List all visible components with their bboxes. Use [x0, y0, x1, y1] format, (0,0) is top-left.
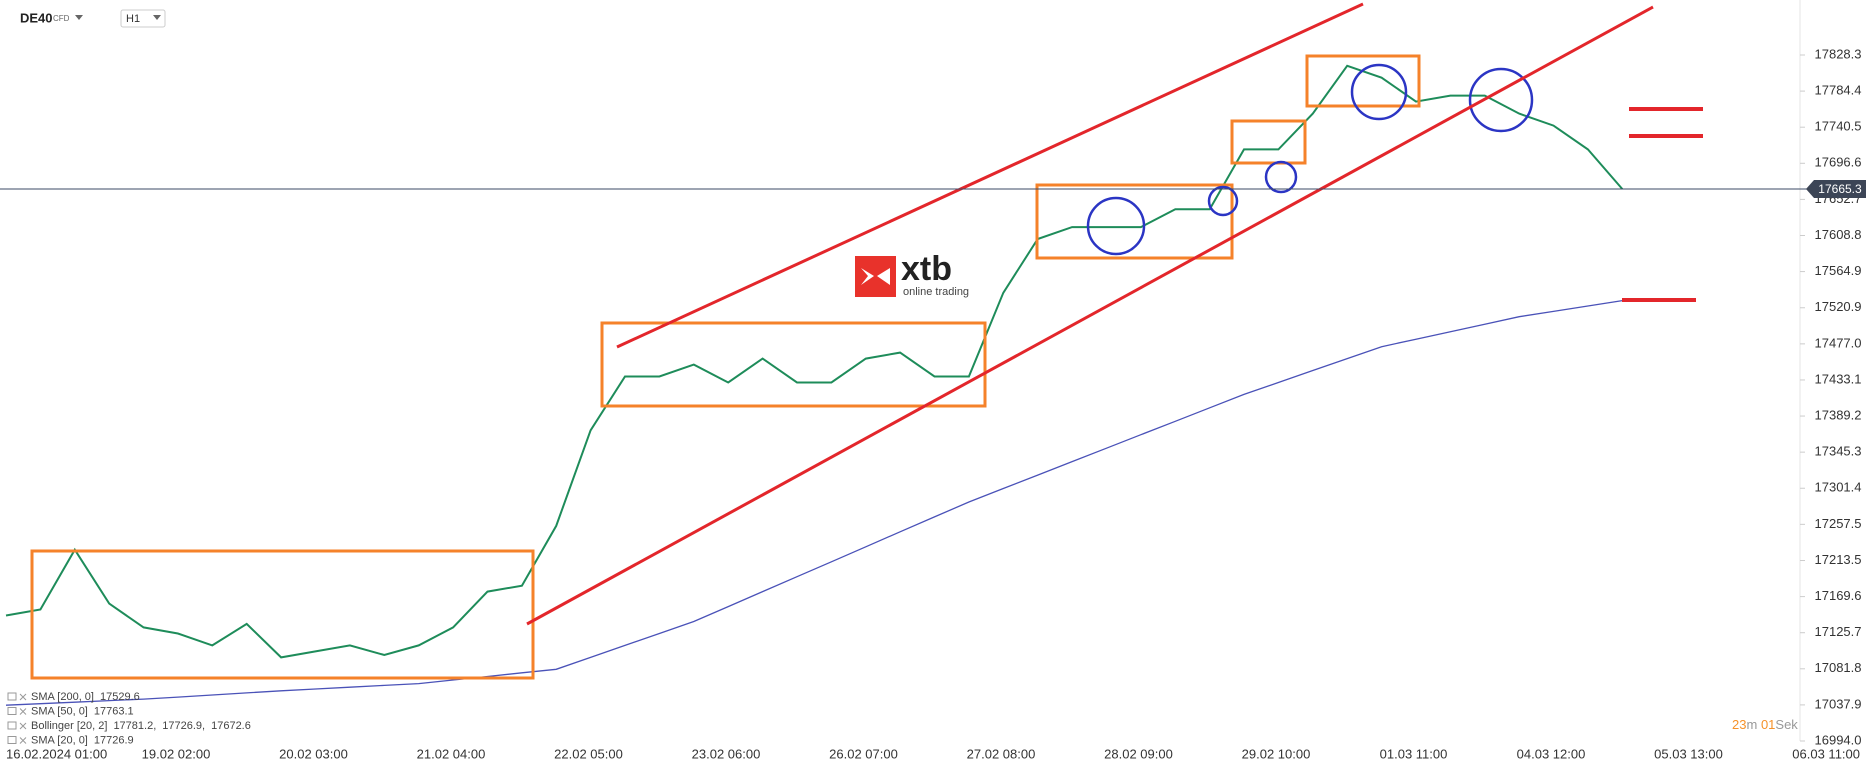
x-tick-label: 01.03 11:00: [1380, 746, 1448, 761]
x-tick-label: 27.02 08:00: [967, 746, 1036, 761]
y-tick-label: 17081.8: [1815, 660, 1862, 675]
legend-entry: SMA [50, 0] 17763.1: [31, 705, 134, 717]
y-tick-label: 17784.4: [1815, 83, 1862, 98]
instrument[interactable]: DE40: [20, 10, 53, 25]
x-tick-label: 22.02 05:00: [554, 746, 623, 761]
market: CFD: [53, 14, 70, 23]
legend-entry: SMA [20, 0] 17726.9: [31, 734, 134, 746]
circle: [1086, 196, 1146, 256]
legend-value: 17672.6: [211, 720, 251, 732]
indicator-line: [5, 299, 1623, 706]
legend-remove-icon: [19, 708, 27, 715]
legend-entry: Bollinger [20, 2] 17781.2, 17726.9, 17672.6: [31, 720, 251, 732]
legend-name: SMA [200, 0]: [31, 691, 94, 703]
highlight-circles: [1086, 63, 1534, 256]
y-tick-label: 17477.0: [1815, 335, 1862, 350]
y-tick-label: 17257.5: [1815, 516, 1862, 531]
legend-name: SMA [50, 0]: [31, 705, 88, 717]
consolidation-boxes: [30, 54, 1421, 680]
y-tick-label: 17389.2: [1815, 407, 1862, 422]
y-tick-label: 17433.1: [1815, 371, 1862, 386]
legend-remove-icon: [19, 737, 27, 744]
y-tick-label: 17213.5: [1815, 552, 1862, 567]
logo-text: xtb: [901, 250, 952, 288]
y-tick-label: 17169.6: [1815, 588, 1862, 603]
y-tick-label: 17520.9: [1815, 299, 1862, 314]
legend-remove-icon: [19, 693, 27, 701]
x-tick-label: 20.02 03:00: [279, 746, 348, 761]
legend-icon: [7, 707, 17, 715]
y-tick-label: 17740.5: [1815, 119, 1862, 134]
legend-value: 17529.6: [100, 691, 140, 703]
legend-value: 17726.9: [94, 734, 134, 746]
legend-value: 17763.1: [94, 705, 134, 717]
legend-entry: SMA [200, 0] 17529.6: [31, 691, 140, 703]
timeframe-box[interactable]: [120, 9, 166, 28]
x-tick-label: 26.02 07:00: [829, 746, 898, 761]
legend-name: SMA [20, 0]: [31, 734, 88, 746]
legend-icon: [7, 721, 17, 730]
timer-seconds-unit: Sek: [1775, 717, 1798, 732]
x-tick-label: 05.03 13:00: [1654, 746, 1723, 761]
logo-x: [861, 268, 890, 285]
current-price-label: 17665.3: [1818, 182, 1862, 196]
y-tick-label: 17345.3: [1815, 444, 1862, 459]
x-tick-label: 23.02 06:00: [692, 746, 761, 761]
channel-upper: [616, 2, 1364, 349]
legend-icon: [7, 736, 17, 744]
x-tick-label: 21.02 04:00: [417, 746, 486, 761]
channel-lower: [526, 5, 1654, 626]
trend-channel: [526, 2, 1703, 626]
timer-minutes-unit: m: [1746, 717, 1757, 732]
y-tick-label: 17037.9: [1815, 696, 1862, 711]
y-tick-label: 16994.0: [1815, 732, 1862, 747]
x-tick-label: 04.03 12:00: [1517, 746, 1586, 761]
box: [1305, 54, 1421, 108]
y-tick-label: 17125.7: [1815, 624, 1862, 639]
legend-name: Bollinger [20, 2]: [31, 720, 107, 732]
x-tick-label: 29.02 10:00: [1242, 746, 1311, 761]
legend-value: 17726.9,: [162, 720, 205, 732]
y-tick-label: 17564.9: [1815, 263, 1862, 278]
y-tick-label: 17301.4: [1815, 480, 1862, 495]
timer-minutes: 23: [1732, 717, 1746, 732]
x-tick-label: 19.02 02:00: [142, 746, 211, 761]
plot-area: [5, 64, 1624, 706]
legend-value: 17781.2,: [113, 720, 156, 732]
legend-icon: [7, 692, 17, 701]
box: [1230, 119, 1307, 165]
x-tick-label: 16.02.2024 01:00: [6, 746, 107, 761]
y-tick-label: 17696.6: [1815, 155, 1862, 170]
box: [1035, 183, 1234, 260]
price-line: [5, 64, 1624, 659]
circle: [1207, 185, 1239, 217]
timeframe[interactable]: H1: [126, 13, 140, 25]
x-tick-label: 06.03 11:00: [1792, 746, 1860, 761]
y-tick-label: 17608.8: [1815, 227, 1862, 242]
box: [30, 549, 535, 680]
instrument-dropdown[interactable]: [75, 15, 83, 20]
current-price-box: [1806, 180, 1866, 199]
timer-seconds: 01: [1761, 717, 1775, 732]
circle: [1468, 67, 1534, 133]
y-tick-label: 17828.3: [1815, 46, 1862, 61]
timeframe-dropdown[interactable]: [153, 15, 161, 20]
circle: [1264, 160, 1298, 194]
logo-tagline: online trading: [903, 286, 969, 298]
x-tick-label: 28.02 09:00: [1104, 746, 1173, 761]
legend-remove-icon: [19, 722, 27, 730]
timer: 23m 01Sek: [1732, 717, 1798, 732]
circle: [1350, 63, 1408, 121]
box: [600, 321, 987, 408]
